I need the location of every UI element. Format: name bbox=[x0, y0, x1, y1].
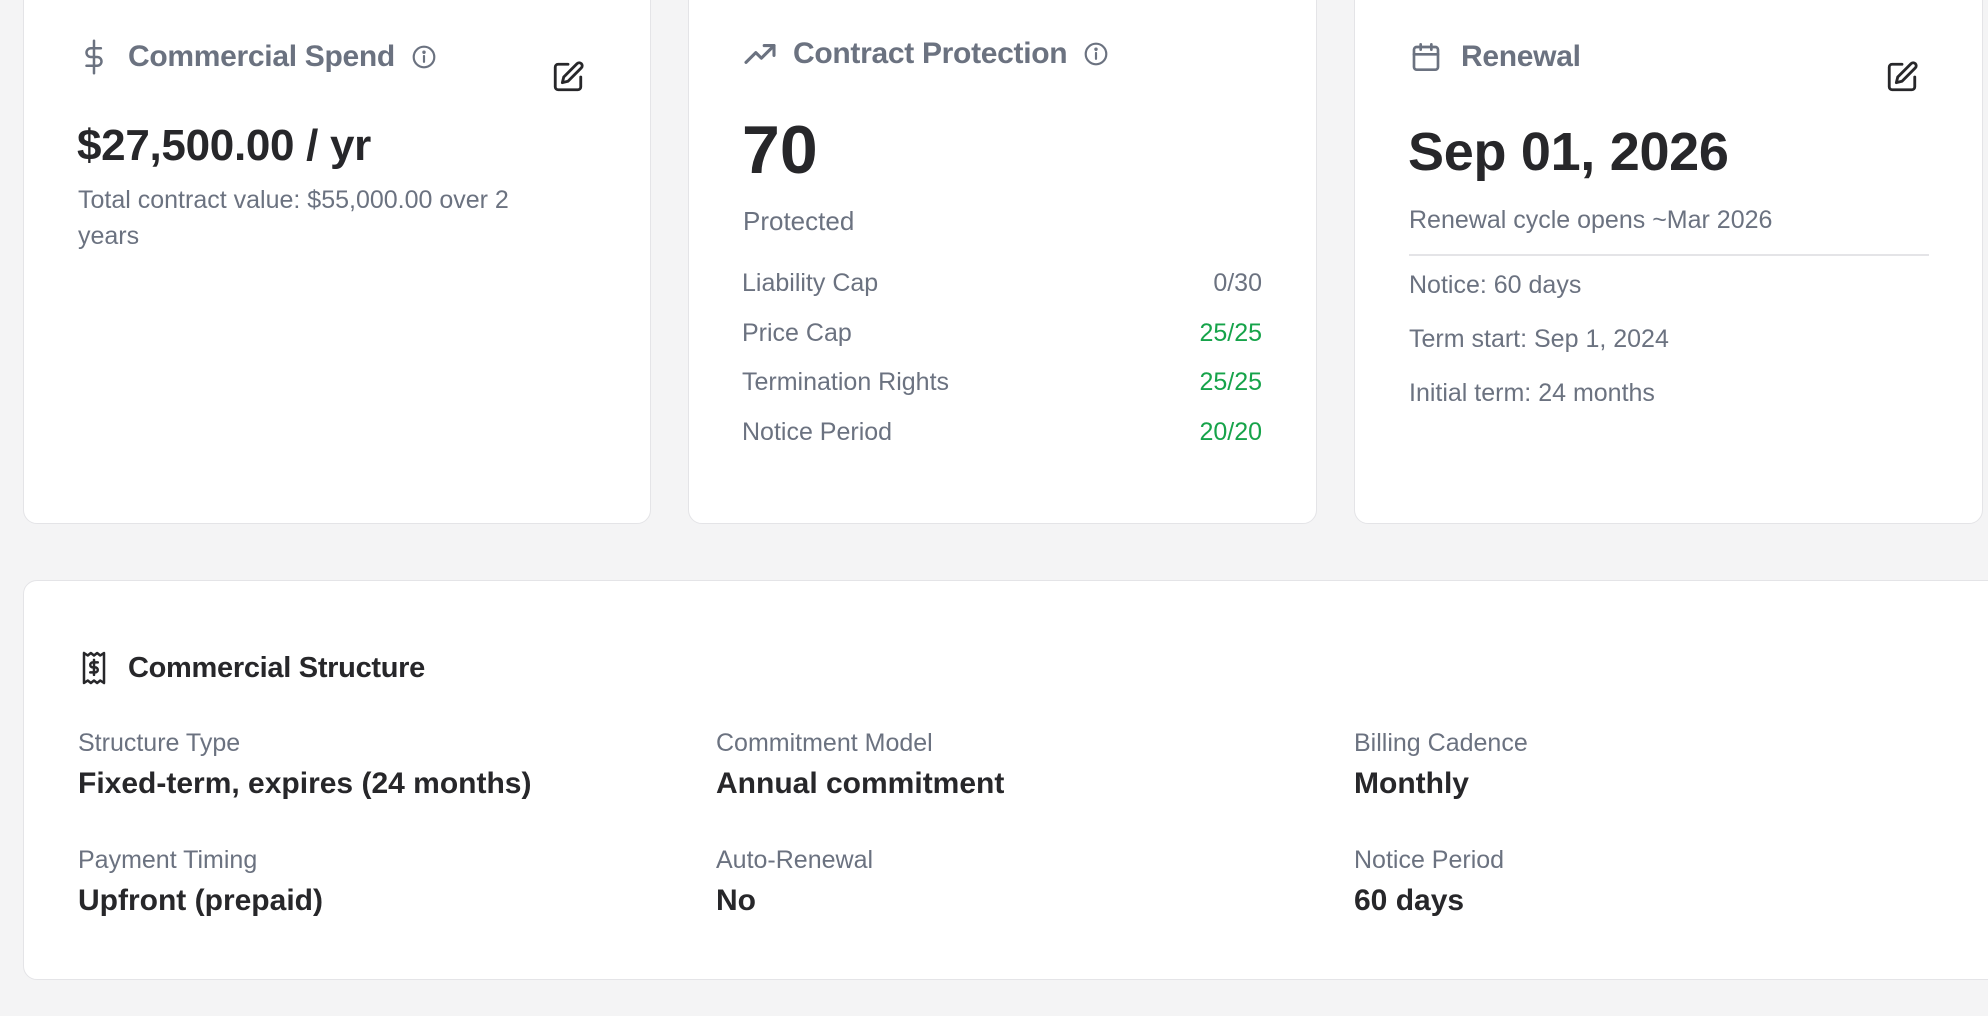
renewal-initial-term: Initial term: 24 months bbox=[1409, 379, 1655, 407]
annual-spend-amount: $27,500.00 / yr bbox=[77, 121, 371, 170]
calendar-icon bbox=[1409, 37, 1443, 77]
receipt-dollar-icon bbox=[78, 649, 110, 687]
total-contract-value-line2: years bbox=[78, 222, 140, 250]
structure-type-label: Structure Type bbox=[78, 729, 241, 757]
payment-timing-label: Payment Timing bbox=[78, 846, 258, 874]
auto-renewal-label: Auto-Renewal bbox=[716, 846, 874, 874]
protection-row-label: Price Cap bbox=[742, 319, 852, 347]
protection-row-price-cap: Price Cap 25/25 bbox=[742, 319, 1262, 348]
commitment-model-label: Commitment Model bbox=[716, 729, 933, 757]
renewal-header: Renewal bbox=[1409, 37, 1581, 77]
commitment-model-value: Annual commitment bbox=[716, 767, 1005, 800]
trending-up-icon bbox=[743, 34, 777, 74]
protection-status: Protected bbox=[743, 206, 855, 236]
protection-row-termination-rights: Termination Rights 25/25 bbox=[742, 368, 1262, 397]
renewal-notice: Notice: 60 days bbox=[1409, 271, 1582, 299]
protection-row-notice-period: Notice Period 20/20 bbox=[742, 418, 1262, 447]
billing-cadence-label: Billing Cadence bbox=[1354, 729, 1528, 757]
renewal-divider bbox=[1409, 254, 1929, 256]
notice-period-label: Notice Period bbox=[1354, 846, 1505, 874]
protection-row-value: 0/30 bbox=[1213, 269, 1262, 297]
contract-protection-header: Contract Protection bbox=[743, 34, 1109, 74]
renewal-date: Sep 01, 2026 bbox=[1408, 122, 1729, 182]
protection-row-label: Termination Rights bbox=[742, 368, 950, 396]
renewal-term-start: Term start: Sep 1, 2024 bbox=[1409, 325, 1669, 353]
notice-period-value: 60 days bbox=[1354, 884, 1465, 917]
commercial-structure-header: Commercial Structure bbox=[78, 649, 425, 687]
info-icon[interactable] bbox=[1083, 41, 1109, 67]
auto-renewal-value: No bbox=[716, 884, 756, 917]
billing-cadence-value: Monthly bbox=[1354, 767, 1469, 800]
edit-icon[interactable] bbox=[1885, 60, 1919, 94]
dollar-icon bbox=[78, 37, 110, 77]
protection-row-value: 25/25 bbox=[1199, 319, 1262, 347]
contract-protection-title: Contract Protection bbox=[793, 37, 1068, 70]
structure-type-value: Fixed-term, expires (24 months) bbox=[78, 767, 532, 800]
renewal-title: Renewal bbox=[1461, 40, 1581, 73]
info-icon[interactable] bbox=[411, 44, 437, 70]
commercial-structure-card: Commercial Structure Structure Type Fixe… bbox=[23, 580, 1988, 980]
contract-protection-card: Contract Protection 70 Protected Liabili… bbox=[688, 0, 1317, 524]
commercial-spend-title: Commercial Spend bbox=[128, 40, 395, 73]
total-contract-value-line1: Total contract value: $55,000.00 over 2 bbox=[78, 186, 509, 214]
commercial-structure-title: Commercial Structure bbox=[128, 651, 425, 684]
edit-icon[interactable] bbox=[551, 60, 585, 94]
commercial-spend-header: Commercial Spend bbox=[78, 37, 437, 77]
protection-row-label: Liability Cap bbox=[742, 269, 879, 297]
renewal-card: Renewal Sep 01, 2026 Renewal cycle opens… bbox=[1354, 0, 1983, 524]
protection-row-value: 20/20 bbox=[1199, 418, 1262, 446]
protection-score: 70 bbox=[742, 112, 818, 188]
payment-timing-value: Upfront (prepaid) bbox=[78, 884, 323, 917]
protection-row-label: Notice Period bbox=[742, 418, 893, 446]
protection-row-value: 25/25 bbox=[1199, 368, 1262, 396]
renewal-cycle-opens: Renewal cycle opens ~Mar 2026 bbox=[1409, 206, 1773, 234]
commercial-spend-card: Commercial Spend $27,500.00 / yr Total c… bbox=[23, 0, 651, 524]
protection-row-liability-cap: Liability Cap 0/30 bbox=[742, 269, 1262, 298]
